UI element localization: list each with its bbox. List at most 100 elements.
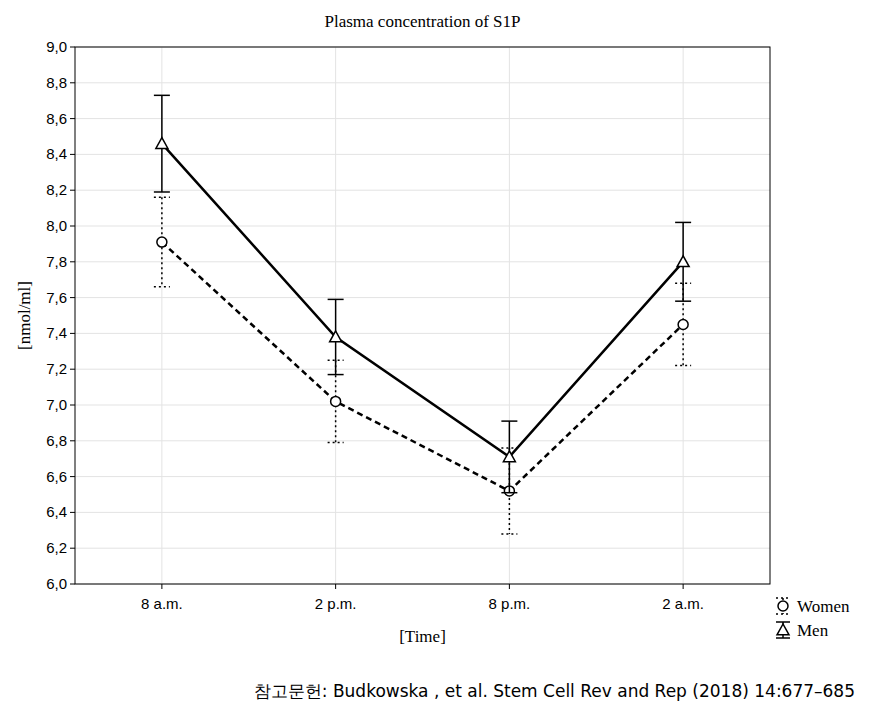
error-bar [154,95,170,192]
x-tick [161,584,162,589]
grid-line [75,190,770,191]
grid-line [75,369,770,370]
data-layer [154,95,691,534]
grid-line [75,548,770,549]
y-tick-label: 8,0 [46,217,67,234]
y-tick [70,369,75,370]
y-tick-label: 6,2 [46,539,67,556]
plot-frame [75,47,770,584]
y-tick [70,333,75,334]
plot-area [75,47,770,584]
legend-marker [778,601,788,611]
error-cap [154,191,170,193]
error-bar [675,222,691,301]
y-tick-label: 6,0 [46,575,67,592]
grid-line [161,47,162,584]
grid-line [683,47,684,584]
series-line [162,144,683,457]
y-tick [70,190,75,191]
grid-line [75,297,770,298]
error-bar [154,197,170,286]
y-tick-label: 8,2 [46,181,67,198]
y-tick-label: 7,0 [46,396,67,413]
point [677,256,689,267]
grid-line [75,333,770,334]
grid-line [335,47,336,584]
point [330,331,342,342]
grid-line [75,226,770,227]
error-cap [154,286,170,288]
error-bar [328,299,344,374]
grid-line [75,512,770,513]
y-tick [70,47,75,48]
x-axis-label: [Time] [399,627,446,646]
error-cap [501,533,517,535]
legend-symbol [776,597,790,599]
x-tick-label: 8 a.m. [141,595,183,612]
grid-line [75,405,770,406]
y-tick [70,512,75,513]
grid-line [75,440,770,441]
title: Plasma concentration of S1P [325,12,521,31]
y-tick-label: 9,0 [46,38,67,55]
y-tick [70,154,75,155]
legend-label: Women [797,597,850,616]
x-tick-label: 8 p.m. [489,595,531,612]
error-cap [328,442,344,444]
grid-line [75,476,770,477]
grid-line [75,118,770,119]
grid-line [75,261,770,262]
x-tick-label: 2 p.m. [315,595,357,612]
legend-symbol [776,613,790,615]
error-cap [675,365,691,367]
chart: 6,06,26,46,66,87,07,27,47,67,88,08,28,48… [0,0,872,716]
grid-line [75,82,770,83]
legend-label: Men [797,621,829,640]
error-cap [154,95,170,97]
error-cap [154,197,170,199]
y-tick [70,297,75,298]
y-tick [70,476,75,477]
error-bar [501,421,517,493]
y-tick-label: 8,6 [46,110,67,127]
error-cap [328,374,344,376]
point [503,451,515,462]
source-note: 참고문헌: Budkowska , et al. Stem Cell Rev a… [254,681,855,701]
legend: Women Men [776,597,850,640]
y-tick [70,118,75,119]
point [678,319,688,329]
y-tick-label: 6,6 [46,468,67,485]
legend-marker [777,624,789,635]
point [331,396,341,406]
y-tick [70,82,75,83]
x-tick-label: 2 a.m. [662,595,704,612]
y-axis-label: [nmol/ml] [15,281,34,350]
x-tick [683,584,684,589]
legend-symbol [776,637,790,639]
y-tick [70,405,75,406]
y-tick-label: 7,4 [46,324,67,341]
y-tick-label: 8,8 [46,74,67,91]
grid-line [75,154,770,155]
y-tick-label: 6,8 [46,432,67,449]
error-cap [328,299,344,301]
point [156,138,168,149]
x-tick [509,584,510,589]
y-tick-label: 6,4 [46,503,67,520]
series-line [162,242,683,491]
x-tick [335,584,336,589]
y-tick [70,226,75,227]
error-cap [675,222,691,224]
error-cap [675,300,691,302]
page: 6,06,26,46,66,87,07,27,47,67,88,08,28,48… [0,0,872,716]
y-tick-label: 8,4 [46,145,67,162]
error-cap [501,492,517,494]
point [157,237,167,247]
grid-line [509,47,510,584]
y-tick-label: 7,6 [46,289,67,306]
y-tick [70,548,75,549]
y-tick-label: 7,8 [46,253,67,270]
y-tick [70,440,75,441]
y-tick [70,261,75,262]
y-tick [70,584,75,585]
